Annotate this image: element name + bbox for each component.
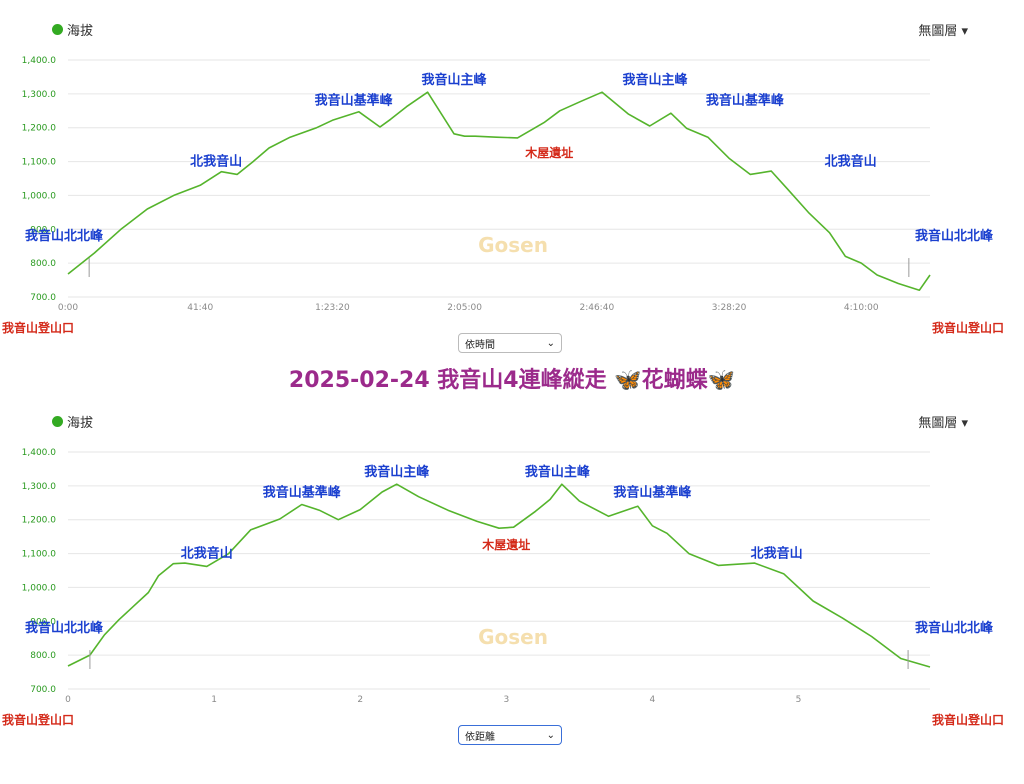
peak-label: 我音山主峰 — [525, 464, 591, 480]
legend[interactable]: 海拔 — [52, 412, 93, 431]
peak-label: 北我音山 — [825, 153, 877, 169]
peak-label: 我音山基準峰 — [315, 92, 394, 108]
select-value: 依時間 — [465, 339, 495, 351]
peak-label: 我音山基準峰 — [706, 92, 785, 108]
watermark: Gosen — [478, 233, 548, 257]
y-tick-label: 900.0 — [30, 617, 56, 627]
trailhead-label: 我音山登山口 — [2, 320, 74, 335]
y-tick-label: 800.0 — [30, 651, 56, 661]
y-tick-label: 700.0 — [30, 685, 56, 695]
x-tick-label: 2:46:40 — [579, 303, 614, 313]
watermark: Gosen — [478, 625, 548, 649]
chevron-down-icon: ⌄ — [546, 729, 555, 741]
x-tick-label: 1 — [211, 695, 217, 705]
y-tick-label: 1,100.0 — [22, 158, 57, 168]
peak-label: 我音山北北峰 — [25, 228, 104, 244]
elevation-chart-time: 700.0 800.0 900.0 1,000.0 1,100.0 1,200.0 1,30… — [2, 56, 1004, 335]
x-tick-label: 4:10:00 — [844, 303, 879, 313]
y-tick-label: 1,400.0 — [22, 448, 57, 458]
y-tick-label: 1,200.0 — [22, 516, 57, 526]
legend-dot-icon — [52, 416, 63, 427]
chart-panel-distance: 海拔 無圖層 ▾ 700.0 800.0 900.0 1,000.0 1,100.0 1,… — [0, 392, 1024, 784]
chevron-down-icon: ⌄ — [546, 337, 555, 349]
peak-label: 我音山基準峰 — [263, 484, 342, 500]
x-tick-label: 3 — [503, 695, 509, 705]
trailhead-label: 我音山登山口 — [2, 712, 74, 727]
x-tick-label: 1:23:20 — [315, 303, 350, 313]
trailhead-label: 我音山登山口 — [932, 320, 1004, 335]
peak-label: 我音山基準峰 — [613, 484, 692, 500]
y-tick-label: 1,300.0 — [22, 482, 57, 492]
elevation-line — [67, 483, 931, 668]
x-tick-label: 3:28:20 — [712, 303, 747, 313]
y-tick-label: 800.0 — [30, 259, 56, 269]
legend[interactable]: 海拔 — [52, 20, 93, 39]
y-tick-label: 1,100.0 — [22, 550, 57, 560]
y-tick-label: 700.0 — [30, 293, 56, 303]
x-tick-label: 41:40 — [187, 303, 213, 313]
page-caption: 2025-02-24 我音山4連峰縱走 🦋花蝴蝶🦋 — [288, 368, 736, 393]
peak-label: 我音山北北峰 — [915, 228, 994, 244]
y-tick-label: 1,000.0 — [22, 583, 57, 593]
hut-label: 木屋遺址 — [481, 537, 530, 552]
peak-label: 我音山主峰 — [364, 464, 430, 480]
y-tick-label: 1,200.0 — [22, 124, 57, 134]
legend-dot-icon — [52, 24, 63, 35]
x-tick-label: 2:05:00 — [447, 303, 482, 313]
chart-panel-time: 海拔 無圖層 ▾ 700.0 800.0 900.0 1,000.0 1,100.0 1,… — [0, 0, 1024, 360]
peak-label: 我音山主峰 — [422, 72, 488, 88]
x-tick-label: 5 — [796, 695, 802, 705]
x-tick-label: 4 — [650, 695, 656, 705]
peak-label: 我音山主峰 — [622, 72, 688, 88]
hut-label: 木屋遺址 — [524, 145, 573, 160]
peak-label: 北我音山 — [751, 545, 803, 561]
y-tick-label: 1,300.0 — [22, 90, 57, 100]
select-value: 依距離 — [465, 731, 495, 743]
layer-menu[interactable]: 無圖層 ▾ — [918, 24, 968, 39]
x-tick-label: 0:00 — [58, 303, 78, 313]
y-tick-label: 900.0 — [30, 225, 56, 235]
trailhead-label: 我音山登山口 — [932, 712, 1004, 727]
x-axis-mode-select[interactable]: 依距離 ⌄ — [458, 725, 562, 745]
layer-menu[interactable]: 無圖層 ▾ — [918, 416, 968, 431]
legend-label: 海拔 — [67, 24, 94, 39]
peak-label: 北我音山 — [181, 545, 233, 561]
peak-label: 我音山北北峰 — [915, 620, 994, 636]
y-tick-label: 1,000.0 — [22, 191, 57, 201]
elevation-chart-distance: 700.0 800.0 900.0 1,000.0 1,100.0 1,200.0 1,30… — [2, 448, 1004, 727]
elevation-line — [67, 91, 931, 291]
peak-label: 北我音山 — [190, 153, 242, 169]
x-axis-mode-select[interactable]: 依時間 ⌄ — [458, 333, 562, 353]
peak-label: 我音山北北峰 — [25, 620, 104, 636]
y-tick-label: 1,400.0 — [22, 56, 57, 66]
x-tick-label: 0 — [65, 695, 71, 705]
x-tick-label: 2 — [357, 695, 363, 705]
legend-label: 海拔 — [67, 416, 94, 431]
